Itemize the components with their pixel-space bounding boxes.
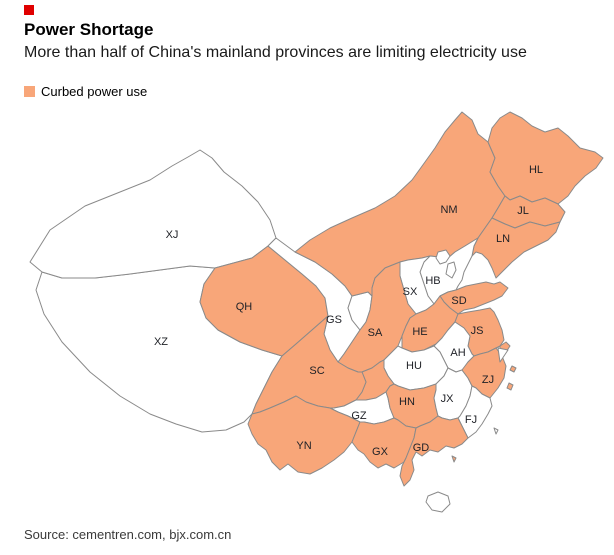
- province-label-HE: HE: [412, 326, 427, 338]
- source-attribution: Source: cementren.com, bjx.com.cn: [24, 527, 232, 542]
- province-label-YN: YN: [296, 440, 311, 452]
- province-label-HN: HN: [399, 396, 415, 408]
- province-BJ: [435, 249, 451, 265]
- coastal-island: [451, 455, 457, 463]
- province-YN: [247, 395, 361, 475]
- province-label-HB: HB: [425, 275, 440, 287]
- red-square-marker: [24, 5, 34, 15]
- province-ZJ: [461, 347, 507, 399]
- province-label-SD: SD: [451, 295, 466, 307]
- province-label-QH: QH: [236, 301, 253, 313]
- province-label-JL: JL: [517, 205, 529, 217]
- province-label-HL: HL: [529, 164, 543, 176]
- province-label-SC: SC: [309, 365, 324, 377]
- hangzhou-bay: [497, 347, 509, 363]
- chart-subtitle: More than half of China's mainland provi…: [24, 44, 527, 61]
- province-label-XZ: XZ: [154, 336, 168, 348]
- coastal-island: [493, 427, 499, 435]
- province-label-SX: SX: [403, 286, 418, 298]
- province-label-XJ: XJ: [166, 229, 179, 241]
- province-HI: [425, 491, 451, 513]
- coastal-island: [506, 382, 514, 391]
- coastal-island: [509, 365, 517, 373]
- legend-label: Curbed power use: [41, 84, 148, 99]
- province-label-JS: JS: [471, 325, 484, 337]
- province-XJ: [29, 149, 277, 279]
- province-FJ: [457, 385, 493, 439]
- province-label-FJ: FJ: [465, 414, 477, 426]
- province-label-LN: LN: [496, 233, 510, 245]
- province-GD: [399, 415, 469, 487]
- province-label-HU: HU: [406, 360, 422, 372]
- legend: Curbed power use: [24, 84, 147, 99]
- province-label-GZ: GZ: [351, 410, 367, 422]
- chart-title: Power Shortage: [24, 20, 154, 39]
- province-HL: [487, 111, 604, 205]
- province-label-JX: JX: [441, 393, 455, 405]
- province-label-GX: GX: [372, 446, 389, 458]
- province-label-ZJ: ZJ: [482, 374, 494, 386]
- province-label-NM: NM: [440, 204, 457, 216]
- province-label-AH: AH: [450, 347, 465, 359]
- province-TJ: [445, 261, 457, 279]
- province-label-SA: SA: [368, 327, 383, 339]
- province-label-GD: GD: [413, 442, 430, 454]
- legend-swatch-curbed: [24, 86, 35, 97]
- province-label-GS: GS: [326, 314, 342, 326]
